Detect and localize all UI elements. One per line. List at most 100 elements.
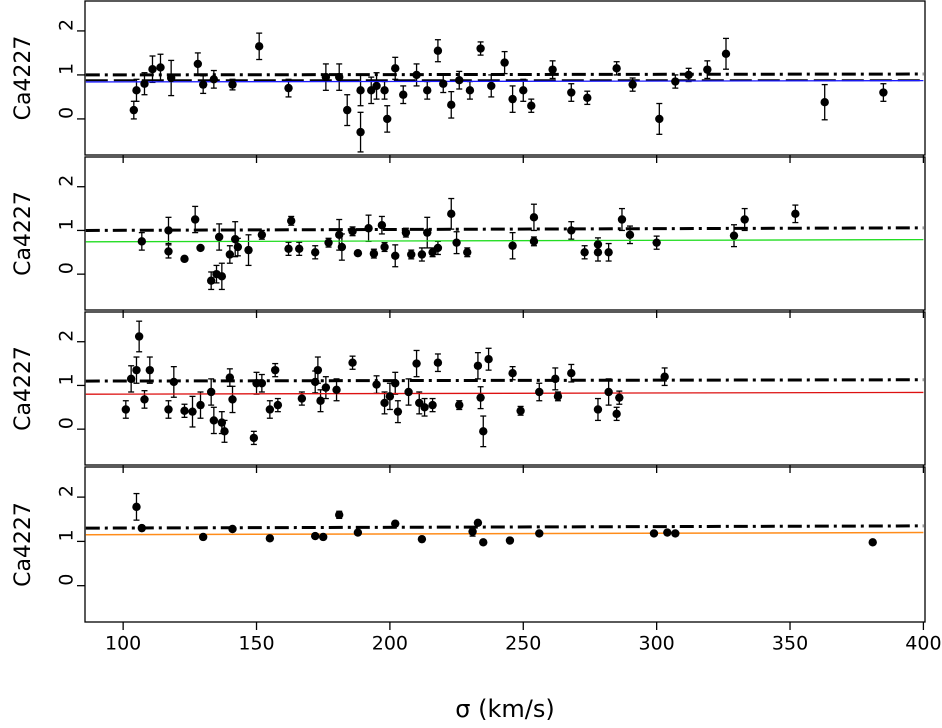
data-point [254, 42, 264, 51]
x-tick-label: 100 [105, 633, 141, 655]
data-point [625, 230, 635, 240]
data-point [420, 403, 429, 412]
data-point [214, 232, 224, 242]
data-point [166, 73, 176, 83]
data-point [364, 224, 373, 233]
data-point [148, 65, 157, 74]
y-axis-label: Ca4227 [11, 36, 36, 121]
data-point [684, 70, 693, 80]
data-point [447, 209, 456, 219]
data-point [628, 80, 637, 89]
data-point [198, 80, 208, 89]
data-point [121, 405, 131, 414]
data-point [548, 65, 557, 74]
data-point [324, 238, 333, 247]
data-point [476, 393, 485, 402]
data-point [593, 405, 603, 414]
data-point [356, 86, 365, 95]
data-point [535, 387, 544, 397]
data-point [311, 377, 320, 387]
data-point [729, 231, 739, 240]
data-point [220, 427, 229, 436]
data-point [206, 387, 216, 397]
y-tick-label: 2 [56, 330, 78, 342]
data-point [529, 237, 539, 246]
data-point [134, 332, 144, 341]
data-point [273, 400, 283, 410]
panel-frame [84, 311, 926, 466]
data-point [417, 250, 427, 259]
data-point [286, 216, 296, 226]
data-point [196, 400, 205, 410]
x-tick-label: 350 [772, 633, 808, 655]
data-point [404, 387, 413, 397]
fit-line [85, 391, 924, 395]
data-point [380, 398, 389, 408]
data-point [284, 83, 293, 93]
data-point [225, 373, 235, 382]
data-point [649, 529, 659, 538]
data-point [433, 358, 443, 367]
data-point [412, 359, 421, 368]
data-point [663, 528, 672, 537]
data-point [321, 383, 331, 392]
data-point [164, 226, 173, 235]
data-point [473, 361, 483, 370]
data-point [391, 379, 400, 388]
data-point [527, 101, 536, 110]
data-point [417, 534, 427, 544]
data-point [604, 248, 613, 257]
data-point [140, 395, 149, 404]
fit-line [85, 79, 924, 83]
data-point [257, 379, 267, 388]
panel: 0 1 2 100 150 200 250 300 350 400 Ca4227 σ (km/s) [11, 466, 942, 723]
panel: 0 1 2 Ca4227 [11, 156, 926, 318]
data-point [433, 243, 443, 253]
data-point [655, 114, 664, 124]
data-point [593, 240, 603, 249]
data-point [593, 248, 603, 257]
data-point [439, 79, 448, 88]
data-point [820, 98, 829, 107]
data-point [391, 251, 400, 260]
y-tick-label: 0 [56, 574, 78, 586]
data-point [463, 248, 472, 257]
data-point [209, 75, 219, 84]
data-point [321, 72, 331, 82]
y-axis-label: Ca4227 [11, 191, 36, 276]
data-point [551, 374, 560, 384]
data-point [228, 80, 237, 89]
data-point [652, 238, 661, 247]
data-point [233, 242, 243, 252]
data-point [265, 534, 275, 543]
data-point [455, 400, 464, 410]
x-tick-label: 150 [238, 633, 274, 655]
data-point [188, 407, 197, 416]
x-tick-label: 400 [905, 633, 941, 655]
data-point [145, 365, 155, 375]
data-point [535, 529, 544, 538]
data-point [660, 372, 669, 381]
data-point [393, 407, 403, 416]
y-tick-label: 1 [56, 373, 78, 385]
data-point [343, 105, 352, 115]
data-point [604, 387, 613, 397]
data-point [228, 395, 237, 404]
data-point [228, 524, 237, 534]
panel-frame [84, 466, 926, 623]
data-point [230, 234, 240, 244]
data-point [132, 365, 141, 375]
data-point [423, 86, 432, 95]
data-point [399, 90, 408, 99]
y-tick-label: 0 [56, 107, 78, 119]
fit-line [85, 378, 924, 383]
data-point [180, 406, 189, 415]
data-point [372, 81, 381, 91]
data-point [479, 538, 488, 547]
panel: 0 1 2 Ca4227 [11, 311, 926, 473]
data-point [356, 127, 365, 137]
data-point [311, 531, 320, 541]
data-point [487, 81, 496, 91]
